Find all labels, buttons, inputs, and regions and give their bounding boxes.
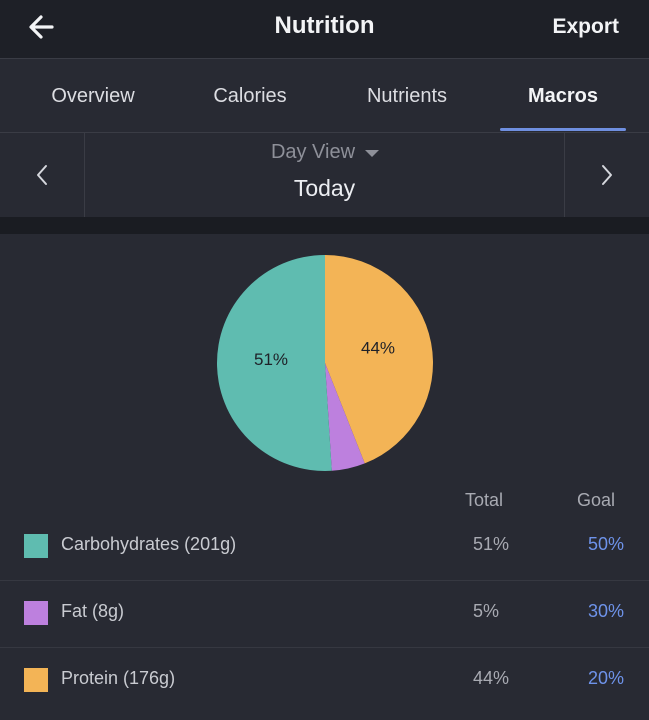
macro-label: Protein (176g) xyxy=(61,668,176,688)
pie-slice-protein xyxy=(325,255,434,464)
previous-day-button[interactable] xyxy=(0,133,85,217)
macro-total: 44% xyxy=(473,668,510,688)
current-date: Today xyxy=(293,175,356,201)
macro-total: 5% xyxy=(473,601,500,621)
back-button[interactable] xyxy=(22,8,64,46)
macro-goal[interactable]: 20% xyxy=(587,668,624,688)
macro-goal[interactable]: 30% xyxy=(587,601,624,621)
goal-column-header: Goal xyxy=(577,490,616,510)
tab-bar: Overview Calories Nutrients Macros xyxy=(0,58,649,132)
macro-row-fat: Fat (8g) 5% 30% xyxy=(0,581,649,648)
macros-pie-chart: 44% 51% xyxy=(216,255,434,471)
tab-macros[interactable]: Macros xyxy=(527,85,599,107)
arrow-left-icon xyxy=(29,15,54,39)
pie-slice-fat xyxy=(325,363,365,471)
app-header: Nutrition Export xyxy=(0,0,649,58)
chevron-right-icon xyxy=(602,165,612,185)
total-column-header: Total xyxy=(465,490,504,510)
caret-down-icon xyxy=(365,150,380,158)
macro-row-protein: Protein (176g) 44% 20% xyxy=(0,648,649,715)
pie-label-carbohydrates: 51% xyxy=(254,350,288,369)
active-tab-indicator xyxy=(500,128,626,131)
pie-slice-carbohydrates xyxy=(216,255,332,471)
next-day-button[interactable] xyxy=(564,133,649,217)
macro-total: 51% xyxy=(473,534,510,554)
carbohydrates-color-swatch xyxy=(24,534,48,558)
macro-label: Fat (8g) xyxy=(61,601,125,621)
macro-goal[interactable]: 50% xyxy=(587,534,624,554)
macro-row-carbohydrates: Carbohydrates (201g) 51% 50% xyxy=(0,514,649,581)
export-button[interactable]: Export xyxy=(552,15,619,38)
pie-label-protein: 44% xyxy=(361,338,395,357)
view-mode-label: Day View xyxy=(270,141,356,163)
view-mode-dropdown[interactable]: Day View xyxy=(240,141,410,171)
chevron-left-icon xyxy=(37,165,47,185)
date-navigator: Day View Today xyxy=(0,132,649,217)
tab-calories[interactable]: Calories xyxy=(213,85,287,107)
macro-label: Carbohydrates (201g) xyxy=(61,534,237,554)
protein-color-swatch xyxy=(24,668,48,692)
section-divider xyxy=(0,217,649,234)
fat-color-swatch xyxy=(24,601,48,625)
tab-nutrients[interactable]: Nutrients xyxy=(366,85,448,107)
tab-overview[interactable]: Overview xyxy=(51,85,135,107)
